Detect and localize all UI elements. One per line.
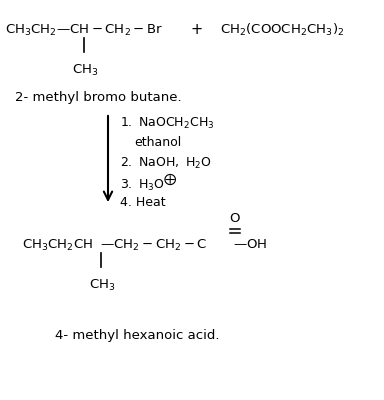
Text: $\mathrm{CH_3}$: $\mathrm{CH_3}$	[89, 278, 116, 293]
Text: ethanol: ethanol	[134, 136, 181, 150]
Text: $\mathrm{2.\ NaOH,\ H_2O}$: $\mathrm{2.\ NaOH,\ H_2O}$	[120, 156, 212, 170]
Text: $\mathrm{—CH−CH_2−Br}$: $\mathrm{—CH−CH_2−Br}$	[56, 22, 163, 38]
Text: 4- methyl hexanoic acid.: 4- methyl hexanoic acid.	[55, 328, 220, 342]
Text: $\mathrm{—CH_2-CH_2-C}$: $\mathrm{—CH_2-CH_2-C}$	[100, 238, 207, 252]
Text: O: O	[230, 212, 240, 224]
Text: $\mathrm{CH_3}$: $\mathrm{CH_3}$	[72, 63, 98, 78]
Text: $\mathrm{CH_3CH_2}$: $\mathrm{CH_3CH_2}$	[5, 22, 57, 38]
Text: $\mathrm{1.\ NaOCH_2CH_3}$: $\mathrm{1.\ NaOCH_2CH_3}$	[120, 116, 215, 130]
Text: $\mathrm{CH_2(COOCH_2CH_3)_2}$: $\mathrm{CH_2(COOCH_2CH_3)_2}$	[220, 22, 344, 38]
Text: $\mathrm{CH_3CH_2CH}$: $\mathrm{CH_3CH_2CH}$	[22, 238, 93, 252]
Text: $\mathrm{—OH}$: $\mathrm{—OH}$	[233, 238, 267, 252]
Text: +: +	[190, 22, 202, 38]
Text: $\mathrm{3.\ H_3O^{\bigoplus}}$: $\mathrm{3.\ H_3O^{\bigoplus}}$	[120, 173, 178, 194]
Text: 4. Heat: 4. Heat	[120, 196, 166, 210]
Text: 2- methyl bromo butane.: 2- methyl bromo butane.	[15, 90, 182, 104]
